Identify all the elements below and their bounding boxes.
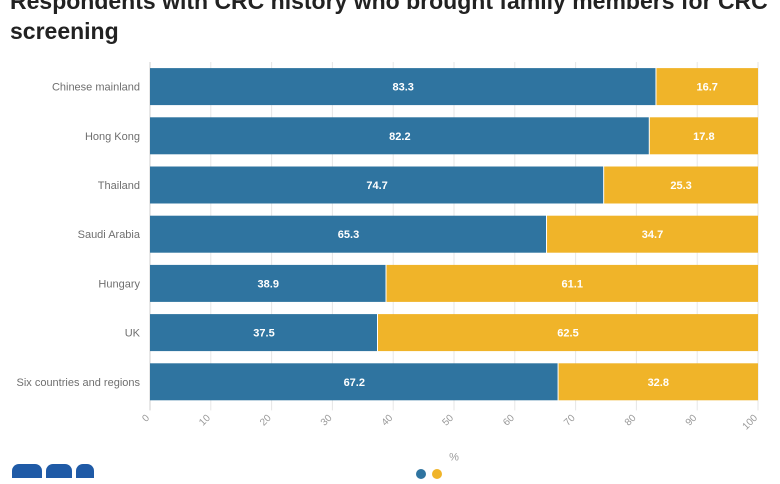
publisher-logo [12, 464, 124, 478]
category-label: Six countries and regions [16, 377, 140, 389]
data-label: 34.7 [642, 229, 663, 241]
x-tick-label: 100 [741, 412, 761, 432]
data-label: 83.3 [393, 82, 414, 94]
category-label: Saudi Arabia [78, 229, 141, 241]
x-tick-label: 50 [440, 412, 456, 428]
x-tick-label: 70 [562, 412, 578, 428]
bar-segment-series-1 [150, 314, 377, 352]
category-label: Thailand [98, 180, 140, 192]
bar-segment-series-1 [150, 68, 656, 106]
data-label: 32.8 [648, 377, 669, 389]
bar-segment-series-1 [150, 363, 558, 401]
bar-segment-series-2 [656, 68, 758, 106]
data-label: 38.9 [258, 278, 279, 290]
bar-segment-series-2 [604, 166, 758, 204]
data-label: 16.7 [697, 82, 718, 94]
bar-segment-series-1 [150, 117, 649, 155]
bar-segment-series-2 [386, 264, 758, 302]
x-tick-label: 60 [501, 412, 517, 428]
bar-segment-series-2 [558, 363, 758, 401]
data-label: 37.5 [253, 328, 274, 340]
category-label: Chinese mainland [52, 82, 140, 94]
data-label: 17.8 [693, 131, 714, 143]
x-tick-label: 20 [258, 412, 274, 428]
x-tick-label: 0 [140, 412, 152, 424]
brand-mark-icon [416, 466, 476, 479]
bar-segment-series-1 [150, 215, 547, 253]
chart-title-line-1: Respondents with CRC history who brought… [10, 0, 768, 14]
stacked-bar-chart: Chinese mainland 83.3 16.7 Hong Kong 82.2 17.… [16, 62, 761, 463]
x-tick-label: 30 [319, 412, 335, 428]
category-label: Hong Kong [85, 131, 140, 143]
data-label: 25.3 [670, 180, 691, 192]
bar-segment-series-2 [378, 314, 758, 352]
data-label: 82.2 [389, 131, 410, 143]
chart-title-line-2: screening [10, 18, 119, 44]
category-label: Hungary [98, 278, 140, 290]
data-label: 67.2 [344, 377, 365, 389]
chart-title: Respondents with CRC history who brought… [10, 0, 780, 46]
category-label: UK [125, 328, 141, 340]
x-tick-label: 90 [684, 412, 700, 428]
x-axis-title: % [449, 451, 459, 463]
data-label: 62.5 [557, 328, 578, 340]
x-tick-label: 40 [380, 412, 396, 428]
data-label: 65.3 [338, 229, 359, 241]
x-tick-label: 80 [623, 412, 639, 428]
data-label: 61.1 [562, 278, 583, 290]
x-tick-label: 10 [197, 412, 213, 428]
bar-segment-series-1 [150, 264, 386, 302]
bar-segment-series-2 [649, 117, 758, 155]
bar-segment-series-2 [547, 215, 758, 253]
data-label: 74.7 [366, 180, 387, 192]
bar-segment-series-1 [150, 166, 604, 204]
